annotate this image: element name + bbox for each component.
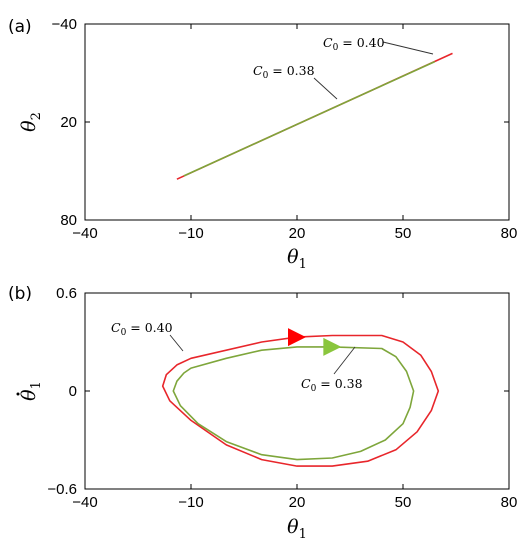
x-tick-label: 80 (501, 494, 518, 511)
panel-label-b: (b) (8, 284, 32, 304)
panel-b-y-ticks: 0.6 0 −0.6 (47, 285, 509, 498)
x-tick-label: −40 (72, 494, 97, 511)
y-tick-label: 0 (69, 383, 77, 400)
panel-a: (a) −40 −10 20 50 80 −40 20 80 θ1 θ2 C0 = 0.40… (8, 16, 517, 272)
y-tick-label: 0.6 (56, 285, 77, 302)
panel-b-series-c0-040 (161, 334, 440, 467)
x-tick-label: −40 (72, 225, 97, 242)
panel-a-x-ticks: −40 −10 20 50 80 (72, 24, 517, 242)
direction-arrow-c0-038 (323, 337, 342, 356)
panel-a-y-ticks: −40 20 80 (52, 16, 509, 229)
annotation-b-038: C0 = 0.38 (301, 376, 363, 394)
x-tick-label: −10 (178, 494, 203, 511)
panel-b-y-axis-label: θ1 (16, 381, 44, 401)
x-tick-label: 50 (395, 225, 412, 242)
panel-a-plot-area (176, 52, 453, 180)
x-tick-label: −10 (178, 225, 203, 242)
annotation-leader-b-040 (169, 334, 184, 352)
y-tick-label: −0.6 (47, 481, 77, 498)
panel-a-frame (84, 23, 510, 221)
x-tick-label: 20 (289, 494, 306, 511)
panel-a-x-axis-label: θ1 (287, 246, 307, 272)
y-tick-label: −40 (52, 16, 77, 33)
panel-b-plot-area (161, 328, 440, 467)
derivative-dot (16, 392, 20, 396)
x-tick-label: 80 (501, 225, 518, 242)
direction-arrow-c0-040 (288, 328, 306, 347)
annotation-a-038: C0 = 0.38 (253, 63, 315, 81)
svg-text:θ1: θ1 (18, 381, 44, 401)
annotation-a-040: C0 = 0.40 (323, 35, 385, 53)
panel-b-x-axis-label: θ1 (287, 516, 307, 542)
y-tick-label: 20 (60, 114, 77, 131)
x-tick-label: 20 (289, 225, 306, 242)
panel-label-a: (a) (8, 17, 32, 37)
annotation-leader-b-038 (333, 346, 356, 375)
x-tick-label: 50 (395, 494, 412, 511)
annotation-leader-a-038 (313, 77, 338, 100)
annotation-b-040: C0 = 0.40 (111, 320, 173, 338)
panel-a-y-axis-label: θ2 (18, 112, 44, 132)
y-tick-label: 80 (60, 212, 77, 229)
panel-b: (b) −40 −10 20 50 80 0.6 0 −0.6 θ1 θ1 C0 = 0.4… (8, 284, 517, 542)
panel-a-series-c0-038 (183, 60, 436, 177)
annotation-leader-a-040 (382, 41, 434, 55)
panel-b-series-c0-038 (172, 346, 415, 461)
panel-b-x-ticks: −40 −10 20 50 80 (72, 293, 517, 511)
